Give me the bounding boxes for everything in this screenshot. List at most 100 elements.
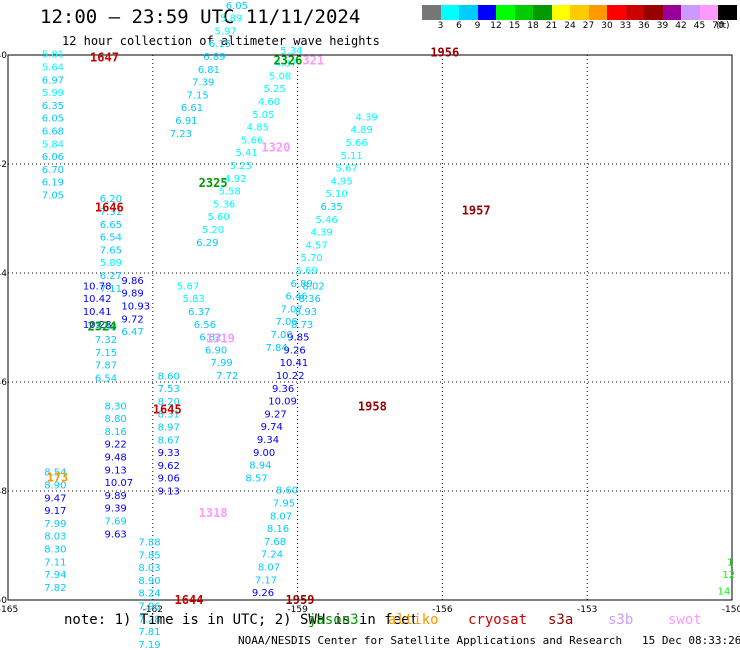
- colorbar-tick-label: 15: [508, 21, 521, 31]
- wave-height-value: 8.16: [105, 427, 127, 438]
- colorbar-tick-label: 9: [474, 21, 481, 31]
- wave-height-value: 6.05: [226, 1, 248, 12]
- wave-height-value: 9.13: [158, 486, 180, 497]
- wave-height-value: 6.89: [291, 279, 313, 290]
- wave-height-value: 6.05: [42, 114, 64, 125]
- pass-time-label: 173: [47, 470, 69, 484]
- longitude-tick-label: -159: [287, 605, 308, 615]
- wave-height-value: 9.22: [105, 440, 127, 451]
- wave-height-value: 5.70: [301, 253, 323, 264]
- pass-time-label: 1645: [153, 402, 182, 416]
- pass-time-label: 1957: [462, 203, 491, 217]
- pass-time-label: 1318: [199, 506, 228, 520]
- wave-height-value: 8.80: [105, 414, 127, 425]
- wave-height-value: 5.25: [263, 84, 285, 95]
- wave-height-value: 6.06: [42, 152, 64, 163]
- pass-time-label: 2326: [273, 53, 302, 67]
- wave-height-value: 5.58: [219, 187, 241, 198]
- colorbar-tick-label: 12: [490, 21, 502, 31]
- wave-height-value: 8.07: [270, 511, 292, 522]
- colorbar-tick-label: 39: [656, 21, 669, 31]
- pass-time-label: 1646: [95, 201, 124, 215]
- wave-height-value: 5.67: [336, 164, 358, 175]
- wave-height-value: 6.46: [286, 292, 308, 303]
- wave-height-value: 8.90: [44, 481, 66, 492]
- wave-height-value: 8.03: [44, 532, 66, 543]
- wave-height-value: 5.69: [296, 266, 318, 277]
- wave-height-value: 7.85: [138, 550, 160, 561]
- wave-height-value: 5.66: [346, 138, 368, 149]
- pass-time-label: 1958: [358, 400, 387, 414]
- wave-height-value: 4.89: [351, 125, 373, 136]
- latitude-tick-label: -40: [0, 51, 7, 61]
- colorbar-swatch: [681, 5, 700, 20]
- wave-height-value: 7.05: [42, 191, 64, 202]
- wave-height-value: 6.65: [100, 220, 122, 231]
- colorbar-swatch: [514, 5, 533, 20]
- wave-height-value: 9.39: [105, 504, 127, 515]
- colorbar-swatch: [607, 5, 626, 20]
- wave-height-value: 8.93: [295, 307, 317, 318]
- pass-time-label: 2324: [88, 319, 117, 333]
- wave-height-value: 8.36: [299, 294, 321, 305]
- edge-wave-value: 1: [727, 558, 733, 569]
- wave-height-value: 10.41: [280, 358, 309, 369]
- wave-height-value: 5.10: [326, 189, 348, 200]
- colorbar-tick-label: 3: [437, 21, 444, 31]
- colorbar-tick-label: 6: [456, 21, 462, 31]
- wave-height-value: 9.26: [252, 588, 274, 599]
- satellite-legend-item: altiko: [388, 612, 439, 628]
- wave-height-value: 6.81: [198, 65, 220, 76]
- satellite-legend-item: s3b: [608, 612, 634, 628]
- latitude-tick-label: -42: [0, 160, 7, 170]
- wave-height-value: 7.87: [95, 361, 117, 372]
- footnote: note: 1) Time is in UTC; 2) SWH is in fe…: [64, 612, 419, 628]
- wave-height-value: 5.99: [42, 88, 64, 99]
- wave-height-value: 9.47: [44, 493, 66, 504]
- colorbar-swatch: [459, 5, 478, 20]
- wave-height-value: 7.99: [211, 358, 233, 369]
- colorbar-swatch: [440, 5, 459, 20]
- wave-height-value: 9.74: [261, 422, 283, 433]
- colorbar-tick-label: 33: [619, 21, 632, 31]
- wave-height-value: 7.28: [138, 614, 160, 625]
- colorbar-swatch: [625, 5, 644, 20]
- page-title: 12:00 — 23:59 UTC 11/11/2024: [40, 6, 361, 28]
- wave-height-value: 8.31: [158, 410, 180, 421]
- wave-height-value: 6.54: [95, 373, 117, 384]
- wave-height-value: 7.23: [170, 129, 192, 140]
- wave-height-value: 8.73: [291, 320, 313, 331]
- latitude-tick-label: -44: [0, 269, 7, 279]
- wave-height-value: 8.67: [158, 435, 180, 446]
- colorbar-tick-label: 36: [638, 21, 650, 31]
- satellite-legend-item: jason3: [308, 612, 359, 628]
- wave-height-value: 6.19: [42, 178, 64, 189]
- colorbar-swatch: [699, 5, 718, 20]
- colorbar-swatch: [644, 5, 663, 20]
- wave-height-value: 7.59: [95, 322, 117, 333]
- colorbar-tick-label: 30: [601, 21, 613, 31]
- wave-height-value: 4.57: [306, 240, 328, 251]
- wave-height-value: 5.20: [202, 225, 224, 236]
- longitude-tick-label: -156: [432, 605, 453, 615]
- edge-wave-value: 12: [722, 570, 735, 581]
- wave-height-value: 9.48: [105, 452, 127, 463]
- wave-height-value: 4.39: [356, 112, 378, 123]
- wave-height-value: 10.93: [121, 302, 150, 313]
- wave-height-value: 8.97: [158, 422, 180, 433]
- latitude-tick-label: -50: [0, 596, 7, 606]
- wave-height-value: 9.26: [283, 345, 305, 356]
- wave-height-value: 5.64: [42, 63, 64, 74]
- wave-height-value: 10.78: [83, 281, 112, 292]
- page-subtitle: 12 hour collection of altimeter wave hei…: [62, 34, 380, 48]
- wave-height-value: 5.67: [177, 281, 199, 292]
- wave-height-value: 5.84: [42, 139, 64, 150]
- wave-height-value: 6.70: [42, 165, 64, 176]
- wave-height-value: 8.54: [44, 468, 66, 479]
- wave-height-value: 7.69: [105, 516, 127, 527]
- wave-height-value: 7.17: [255, 575, 277, 586]
- satellite-legend-item: cryosat: [468, 612, 528, 628]
- wave-height-value: 7.72: [216, 371, 238, 382]
- satellite-legend-item: swot: [668, 612, 702, 628]
- wave-height-value: 6.54: [100, 233, 122, 244]
